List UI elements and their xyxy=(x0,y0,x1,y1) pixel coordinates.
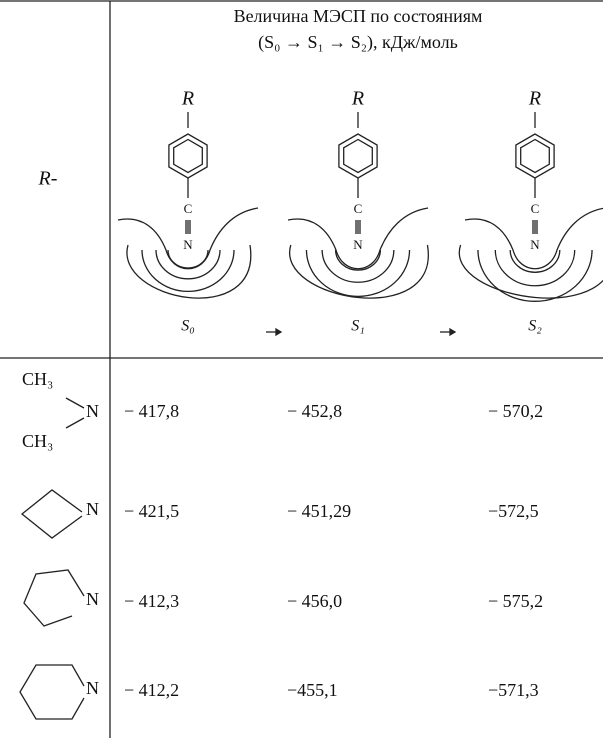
group-label: N xyxy=(86,589,99,609)
row-label-header: R- xyxy=(38,168,58,190)
piperidine-ring xyxy=(20,665,84,719)
contour xyxy=(495,250,574,286)
benzene-inner xyxy=(344,140,373,173)
value-cell: −571,3 xyxy=(488,680,539,700)
substituent-label: R xyxy=(181,88,194,110)
substituent-label: R xyxy=(351,88,364,110)
benzene-ring xyxy=(339,134,377,178)
value-cell: − 412,2 xyxy=(124,680,179,700)
benzene-inner xyxy=(521,140,550,173)
contour xyxy=(142,250,234,291)
contour xyxy=(127,245,251,298)
table: R- Величина МЭСП по состояниям (S₀ → S₁ … xyxy=(0,0,603,738)
contour xyxy=(306,250,409,296)
arrow-head xyxy=(276,329,281,335)
contour xyxy=(290,245,429,298)
nitrogen-label: N xyxy=(353,237,363,252)
contour xyxy=(336,250,381,270)
contour xyxy=(156,250,220,279)
carbon-label: C xyxy=(354,201,363,216)
arrow-head xyxy=(450,329,455,335)
value-cell: − 451,29 xyxy=(287,501,351,521)
value-cell: − 575,2 xyxy=(488,591,543,611)
state-label: S₀ xyxy=(181,318,195,335)
value-cell: − 456,0 xyxy=(287,591,342,611)
nitrogen-label: N xyxy=(530,237,540,252)
carbon-label: C xyxy=(184,201,193,216)
value-cell: − 412,3 xyxy=(124,591,179,611)
value-cell: − 570,2 xyxy=(488,401,543,421)
group-label: CH₃ xyxy=(22,431,53,451)
header-title: Величина МЭСП по состояниям xyxy=(234,6,483,26)
carbon-label: C xyxy=(531,201,540,216)
state-label: S₁ xyxy=(351,318,365,335)
benzene-ring xyxy=(169,134,207,178)
azetidine-ring xyxy=(22,490,82,538)
nitrogen-label: N xyxy=(183,237,193,252)
group-label: CH₃ xyxy=(22,369,53,389)
group-label: N xyxy=(86,678,99,698)
bond xyxy=(66,418,84,428)
value-cell: − 417,8 xyxy=(124,401,179,421)
pyrrolidine-ring xyxy=(24,570,84,626)
value-cell: − 421,5 xyxy=(124,501,179,521)
contour xyxy=(478,250,592,301)
contour xyxy=(322,250,394,282)
state-label: S₂ xyxy=(528,318,542,335)
bond xyxy=(66,398,84,408)
value-cell: −455,1 xyxy=(287,680,338,700)
value-cell: −572,5 xyxy=(488,501,539,521)
value-cell: − 452,8 xyxy=(287,401,342,421)
group-label: N xyxy=(86,499,99,519)
header-subtitle: (S₀ → S₁ → S₂), кДж/моль xyxy=(258,32,458,53)
group-label: N xyxy=(86,401,99,421)
benzene-ring xyxy=(516,134,554,178)
substituent-label: R xyxy=(528,88,541,110)
benzene-inner xyxy=(174,140,203,173)
contour xyxy=(168,250,208,268)
